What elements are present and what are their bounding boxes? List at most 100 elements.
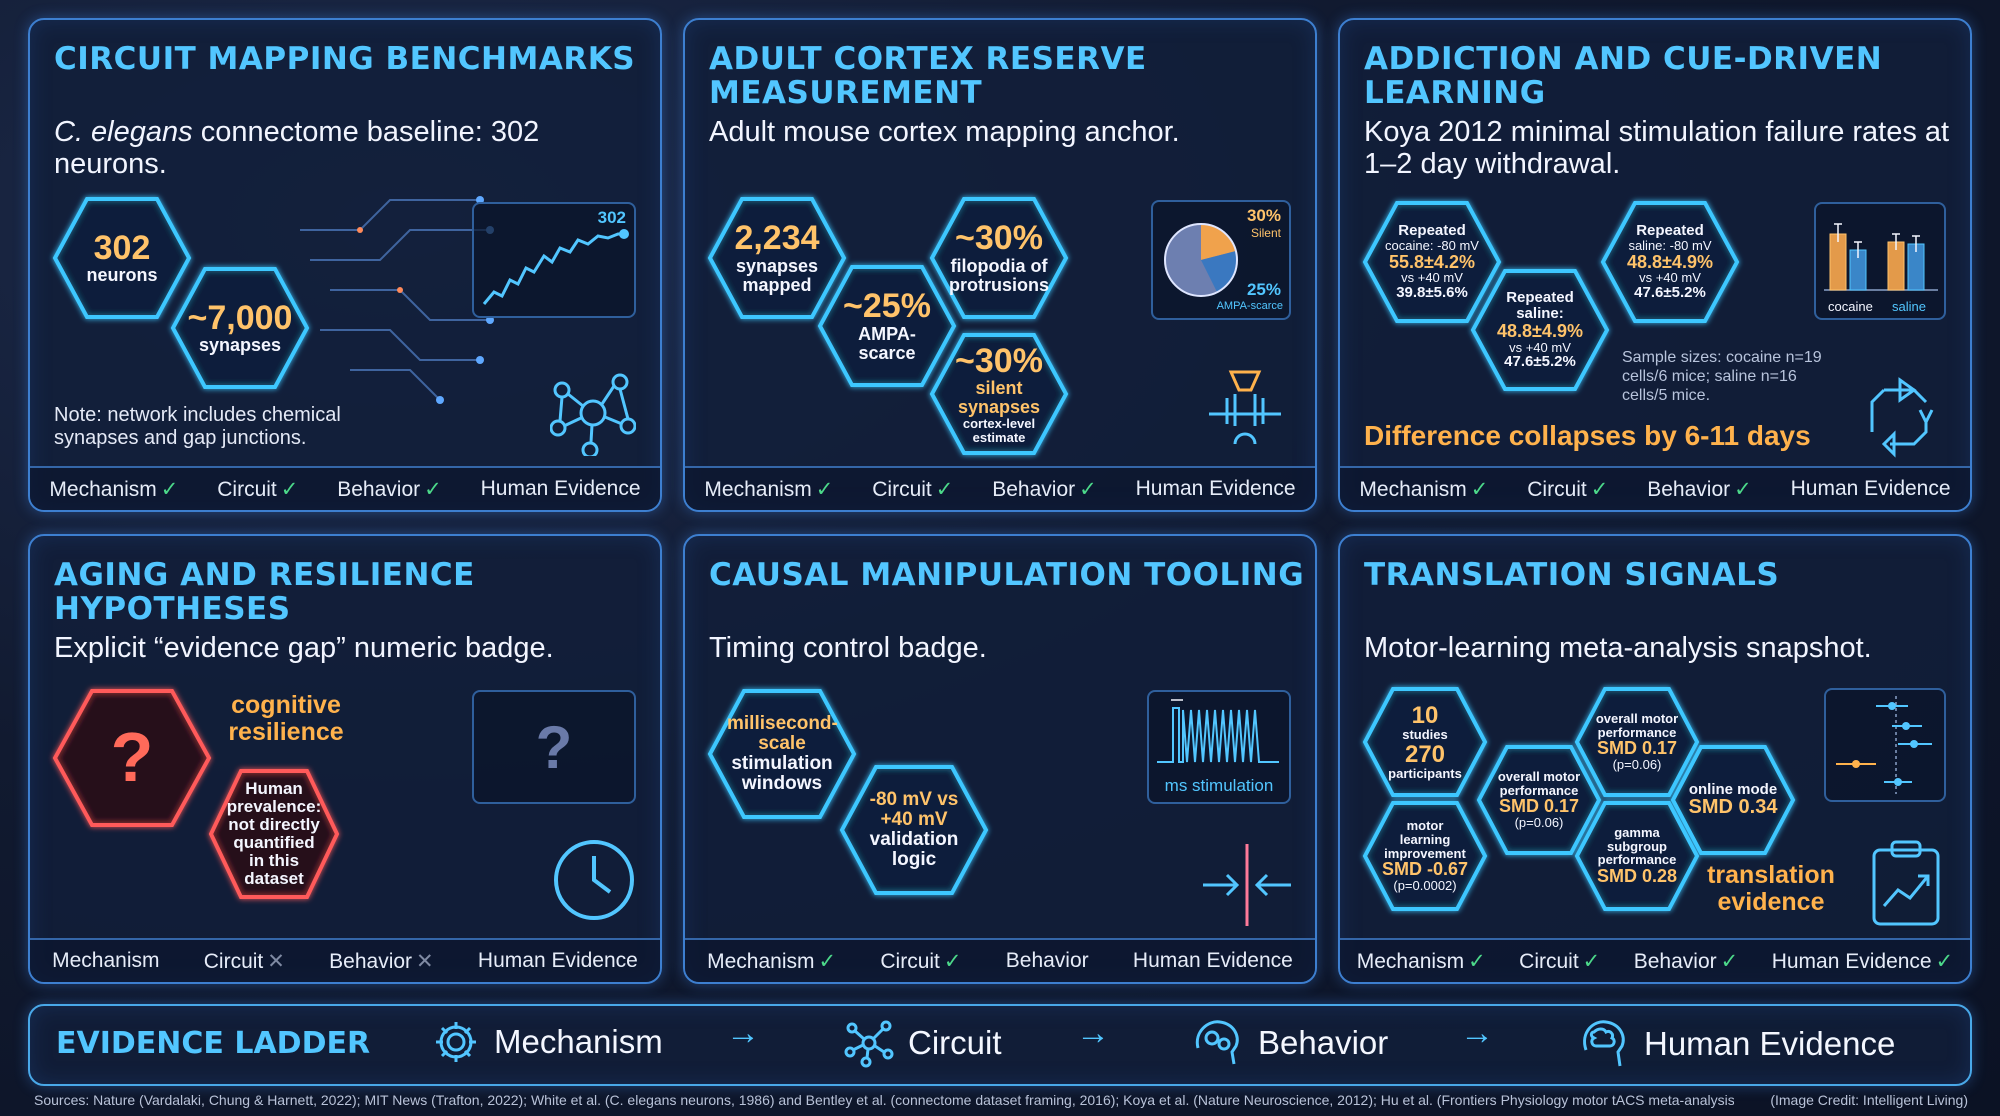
- translation-evidence-label: translation evidence: [1707, 861, 1835, 916]
- footer-mechanism: Mechanism ✓: [704, 477, 834, 501]
- ladder-mechanism: Mechanism: [432, 1018, 663, 1066]
- footer-mechanism: Mechanism: [52, 949, 160, 972]
- hex-filopodia: ~30% filopodia of protrusions: [929, 196, 1069, 320]
- panel-title: ADULT CORTEX RESERVE MEASUREMENT: [709, 41, 1147, 111]
- hex-silent-synapses: ~30% silent synapses cortex-level estimate: [929, 332, 1069, 456]
- footer-circuit: Circuit ✓: [872, 477, 954, 501]
- panel-translation: TRANSLATION SIGNALS Motor-learning meta-…: [1338, 534, 1972, 984]
- footer-behavior: Behavior: [1005, 949, 1089, 972]
- footer-circuit: Circuit ✕: [203, 949, 285, 973]
- network-note: Note: network includes chemical synapses…: [54, 404, 341, 449]
- chart-label: 302: [597, 208, 626, 227]
- circuit-network-icon: [844, 1020, 894, 1068]
- footer-behavior: Behavior ✓: [337, 477, 442, 501]
- evidence-footer: Mechanism ✓ Circuit ✓ Behavior ✓ Human Evid…: [30, 466, 660, 510]
- image-credit: (Image Credit: Intelligent Living): [1770, 1092, 1968, 1108]
- pie-b-label: AMPA-scarce: [1216, 300, 1283, 312]
- footer-human: Human Evidence: [1132, 949, 1293, 972]
- footer-behavior: Behavior ✓: [992, 477, 1097, 501]
- ladder-arrow-1: →: [726, 1014, 760, 1052]
- panel-title: CIRCUIT MAPPING BENCHMARKS: [54, 41, 636, 77]
- ladder-arrow-2: →: [1076, 1014, 1110, 1052]
- hex-saline-rates-center: Repeated saline: 48.8±4.9% vs +40 mV 47.6±5.…: [1470, 268, 1610, 392]
- footer-human: Human Evidence: [480, 477, 641, 500]
- footer-behavior: Behavior ✓: [1647, 477, 1752, 501]
- synapse-receptor-icon: [1209, 370, 1281, 445]
- evidence-footer: Mechanism Circuit ✕ Behavior ✕ Human Evide…: [30, 938, 660, 982]
- ladder-arrow-3: →: [1460, 1014, 1494, 1052]
- ladder-circuit: Circuit: [844, 1018, 1002, 1068]
- panel-title: CAUSAL MANIPULATION TOOLING: [709, 557, 1305, 593]
- panel-adult-cortex: ADULT CORTEX RESERVE MEASUREMENT Adult m…: [683, 18, 1317, 512]
- hex-human-prevalence: Human prevalence: not directly quantifie…: [208, 768, 340, 900]
- footer-mechanism: Mechanism ✓: [1359, 477, 1489, 501]
- hex-synapses: ~7,000 synapses: [170, 266, 310, 390]
- hex-cocaine-rates: Repeated cocaine: -80 mV 55.8±4.2% vs +40 m…: [1362, 200, 1502, 324]
- hex-validation: -80 mV vs +40 mV validation logic: [839, 764, 989, 896]
- brain-head-icon: [1583, 1020, 1625, 1067]
- ms-stimulation-box: ms stimulation: [1147, 690, 1291, 804]
- panel-subtitle: Adult mouse cortex mapping anchor.: [709, 116, 1180, 148]
- hex-studies: 10 studies 270 participants: [1362, 686, 1488, 798]
- evidence-footer: Mechanism ✓ Circuit ✓ Behavior ✓ Human Evid…: [1340, 938, 1970, 982]
- hex-saline-rates-right: Repeated saline: -80 mV 48.8±4.9% vs +40 mV…: [1600, 200, 1740, 324]
- hex-evidence-gap: ?: [52, 688, 212, 828]
- hex-motor-learning: motor learning improvement SMD -0.67 (p=0.…: [1362, 800, 1488, 912]
- footer-mechanism: Mechanism ✓: [49, 477, 179, 501]
- panel-title: AGING AND RESILIENCE HYPOTHESES: [54, 557, 475, 627]
- ladder-human-evidence: Human Evidence: [1576, 1018, 1895, 1070]
- footer-circuit: Circuit ✓: [880, 949, 962, 973]
- panel-addiction: ADDICTION AND CUE-DRIVEN LEARNING Koya 2…: [1338, 18, 1972, 512]
- bar-chart-box: cocaine saline: [1814, 202, 1946, 320]
- ms-label: ms stimulation: [1164, 776, 1274, 795]
- footer-human: Human Evidence: [1135, 477, 1296, 500]
- bar-label-saline: saline: [1892, 299, 1926, 314]
- footer-behavior: Behavior ✓: [1633, 949, 1739, 973]
- timing-converge-icon: [1203, 844, 1291, 926]
- footer-circuit: Circuit ✓: [217, 477, 299, 501]
- hex-online-mode: online mode SMD 0.34: [1670, 744, 1796, 856]
- pie-chart-box: 30% Silent 25% AMPA-scarce: [1151, 200, 1291, 320]
- hex-overall-motor-top: overall motor performance SMD 0.17 (p=0.06…: [1574, 686, 1700, 798]
- cognitive-resilience-label: cognitive resilience: [228, 691, 344, 746]
- evidence-footer: Mechanism ✓ Circuit ✓ Behavior ✓ Human Evid…: [685, 466, 1315, 510]
- pie-chart: [1164, 223, 1238, 297]
- circuit-trace-decoration: [300, 196, 494, 404]
- footer-circuit: Circuit ✓: [1527, 477, 1609, 501]
- unknown-box: ?: [472, 690, 636, 804]
- stimulation-trace: [1157, 699, 1279, 763]
- sample-sizes: Sample sizes: cocaine n=19 cells/6 mice;…: [1622, 349, 1822, 404]
- unknown-mark: ?: [535, 713, 573, 781]
- panel-title: TRANSLATION SIGNALS: [1364, 557, 1780, 593]
- footer-mechanism: Mechanism ✓: [1356, 949, 1486, 973]
- pie-a-label: Silent: [1250, 226, 1281, 240]
- hex-neurons: 302 neurons: [52, 196, 192, 320]
- collapse-callout: Difference collapses by 6-11 days: [1364, 420, 1811, 451]
- hex-millisecond: millisecond-scale stimulation windows: [707, 688, 857, 820]
- gear-icon: [436, 1022, 476, 1062]
- panel-causal-tooling: CAUSAL MANIPULATION TOOLING Timing contr…: [683, 534, 1317, 984]
- pie-a-pct: 30%: [1246, 206, 1281, 225]
- hex-synapses-mapped: 2,234 synapses mapped: [707, 196, 847, 320]
- footer-human: Human Evidence: [1790, 477, 1951, 500]
- footer-mechanism: Mechanism ✓: [707, 949, 837, 973]
- network-icon: [550, 373, 636, 456]
- growth-chart: 302: [472, 202, 636, 318]
- panel-circuit-mapping: CIRCUIT MAPPING BENCHMARKS C. elegans co…: [28, 18, 662, 512]
- panel-subtitle: Explicit “evidence gap” numeric badge.: [54, 632, 554, 664]
- pie-b-pct: 25%: [1246, 280, 1281, 299]
- footer-human: Human Evidence: [477, 949, 638, 972]
- forest-plot-box: [1824, 688, 1946, 802]
- ladder-title: EVIDENCE LADDER: [56, 1026, 371, 1061]
- ladder-behavior: Behavior: [1190, 1018, 1388, 1068]
- hex-overall-motor-left: overall motor performance SMD 0.17 (p=0.06…: [1476, 744, 1602, 856]
- cycle-arrows-icon: [1870, 377, 1934, 458]
- panel-subtitle: Timing control badge.: [709, 632, 987, 664]
- growth-line: [482, 229, 629, 305]
- sources-line: Sources: Nature (Vardalaki, Chung & Harn…: [34, 1092, 1734, 1108]
- head-gears-icon: [1195, 1020, 1239, 1065]
- clock-icon: [554, 840, 634, 920]
- evidence-footer: Mechanism ✓ Circuit ✓ Behavior Human Evide…: [685, 938, 1315, 982]
- panel-subtitle: C. elegans connectome baseline: 302 neur…: [54, 116, 540, 180]
- panel-subtitle: Koya 2012 minimal stimulation failure ra…: [1364, 116, 1950, 180]
